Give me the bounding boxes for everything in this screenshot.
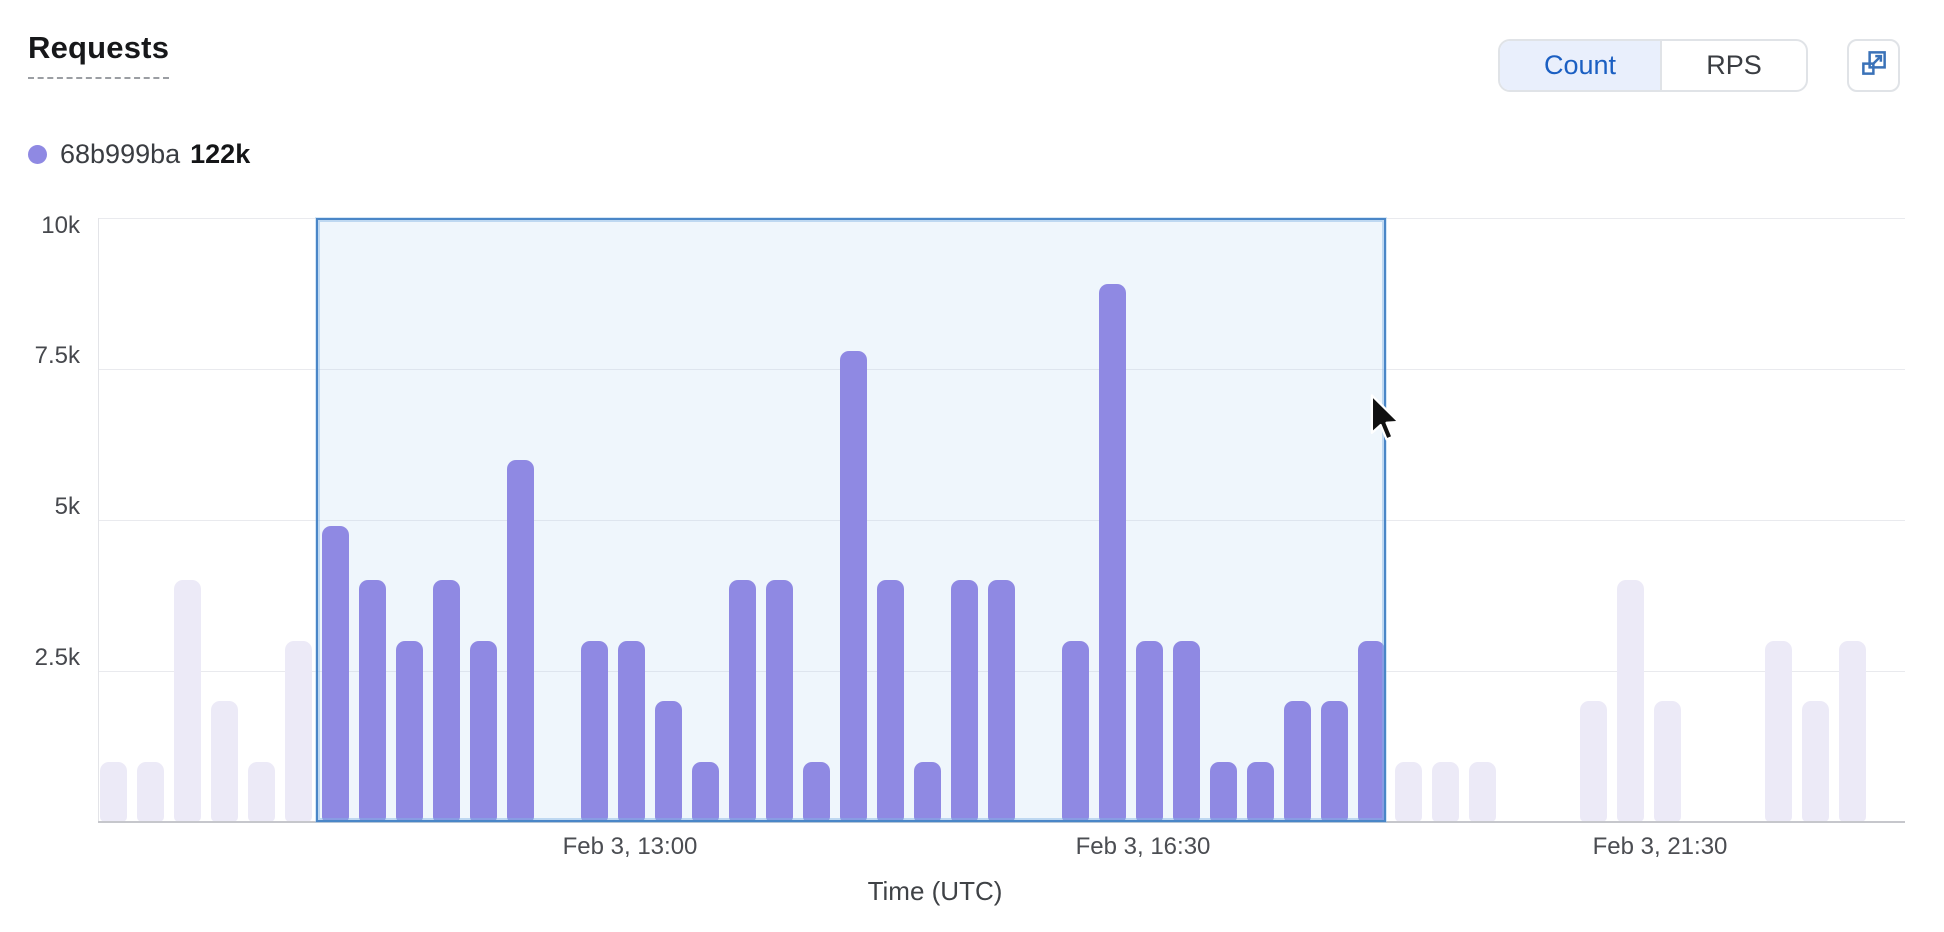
bar[interactable]: [951, 580, 978, 822]
gridline-7.5k: [98, 369, 1905, 370]
y-axis-label-5k: 5k: [54, 493, 80, 520]
bar[interactable]: [211, 701, 238, 822]
bar[interactable]: [1802, 701, 1829, 822]
bar[interactable]: [1099, 284, 1126, 822]
bar[interactable]: [1765, 641, 1792, 822]
bar[interactable]: [248, 762, 275, 822]
bar[interactable]: [137, 762, 164, 822]
bar[interactable]: [433, 580, 460, 822]
selection-region-border[interactable]: [316, 218, 1386, 822]
bar[interactable]: [285, 641, 312, 822]
bar[interactable]: [470, 641, 497, 822]
page-title: Requests: [28, 30, 170, 79]
expand-chart-button[interactable]: [1847, 39, 1900, 92]
bar[interactable]: [618, 641, 645, 822]
bar[interactable]: [1654, 701, 1681, 822]
bar[interactable]: [396, 641, 423, 822]
x-axis-title: Time (UTC): [867, 876, 1003, 906]
bar[interactable]: [655, 701, 682, 822]
bar[interactable]: [1432, 762, 1459, 822]
series-id: 68b999ba: [60, 139, 181, 169]
bar[interactable]: [1062, 641, 1089, 822]
bar[interactable]: [359, 580, 386, 822]
toggle-option-count[interactable]: Count: [1500, 41, 1660, 90]
x-axis-label: Feb 3, 21:30: [1592, 833, 1728, 860]
bar[interactable]: [1173, 641, 1200, 822]
bar[interactable]: [322, 526, 349, 822]
bar[interactable]: [1580, 701, 1607, 822]
chart-legend: 68b999ba 122k: [28, 139, 250, 170]
y-axis-line: [98, 218, 99, 822]
bar[interactable]: [1839, 641, 1866, 822]
bar[interactable]: [1617, 580, 1644, 822]
bar[interactable]: [803, 762, 830, 822]
toggle-option-rps[interactable]: RPS: [1660, 41, 1806, 90]
x-axis-label: Feb 3, 13:00: [562, 833, 698, 860]
bar[interactable]: [507, 460, 534, 822]
x-axis-line: [98, 821, 1905, 823]
bar[interactable]: [581, 641, 608, 822]
bar[interactable]: [729, 580, 756, 822]
y-axis-label-7.5k: 7.5k: [34, 342, 80, 369]
y-axis-label-10k: 10k: [41, 212, 80, 239]
series-total: 122k: [190, 139, 251, 169]
y-axis-label-2.5k: 2.5k: [34, 644, 80, 671]
mouse-cursor: [1369, 394, 1403, 447]
x-axis-label: Feb 3, 16:30: [1075, 833, 1211, 860]
series-dot-icon: [28, 145, 47, 164]
bar[interactable]: [100, 762, 127, 822]
bar[interactable]: [1321, 701, 1348, 822]
bar[interactable]: [877, 580, 904, 822]
bar[interactable]: [1247, 762, 1274, 822]
bar[interactable]: [1284, 701, 1311, 822]
bar[interactable]: [174, 580, 201, 822]
bar[interactable]: [840, 351, 867, 822]
expand-icon: [1859, 48, 1889, 83]
bar[interactable]: [1136, 641, 1163, 822]
bar[interactable]: [1395, 762, 1422, 822]
bar[interactable]: [1210, 762, 1237, 822]
bar[interactable]: [1469, 762, 1496, 822]
bar[interactable]: [766, 580, 793, 822]
bar[interactable]: [1358, 641, 1385, 822]
bar[interactable]: [692, 762, 719, 822]
gridline-5k: [98, 520, 1905, 521]
count-rps-toggle[interactable]: Count RPS: [1498, 39, 1808, 92]
bar[interactable]: [988, 580, 1015, 822]
bar[interactable]: [914, 762, 941, 822]
